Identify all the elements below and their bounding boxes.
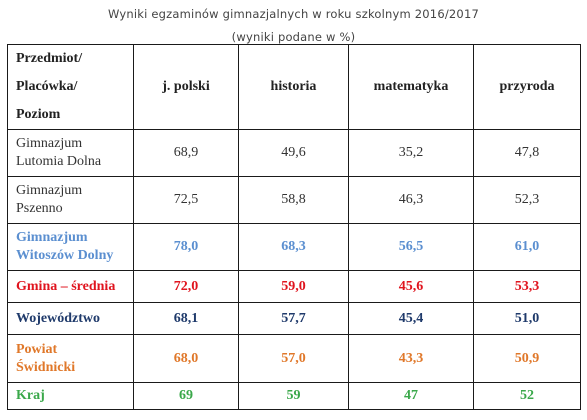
table-row: Gimnazjum Pszenno 72,5 58,8 46,3 52,3 [7, 176, 581, 224]
value-cell: 47 [348, 382, 474, 410]
page-subtitle: (wyniki podane w %) [231, 30, 356, 44]
table-row: Gmina – średnia 72,0 59,0 45,6 53,3 [7, 270, 581, 303]
row-label-line: Gimnazjum [16, 230, 88, 245]
value-cell: 57,7 [238, 302, 349, 335]
value-cell: 50,9 [473, 334, 581, 383]
value-cell: 53,3 [473, 270, 581, 303]
value-cell: 61,0 [473, 223, 581, 271]
results-table: Przedmiot/ Placówka/ Poziom j. polski hi… [7, 44, 581, 410]
row-label: Powiat Świdnicki [7, 334, 134, 383]
table-row: Powiat Świdnicki 68,0 57,0 43,3 50,9 [7, 334, 581, 383]
value-cell: 57,0 [238, 334, 349, 383]
value-cell: 69 [133, 382, 239, 410]
row-label-line: Województwo [16, 310, 100, 326]
page-title: Wyniki egzaminów gimnazjalnych w roku sz… [108, 7, 479, 21]
row-label-line: Witoszów Dolny [16, 248, 114, 263]
value-cell: 45,4 [348, 302, 474, 335]
value-cell: 68,9 [133, 129, 239, 177]
row-label-line: Lutomia Dolna [16, 154, 102, 169]
value-cell: 72,0 [133, 270, 239, 303]
table-row: Gimnazjum Lutomia Dolna 68,9 49,6 35,2 47… [7, 129, 581, 177]
value-cell: 58,8 [238, 176, 349, 224]
table-row: Kraj 69 59 47 52 [7, 382, 581, 410]
row-label-line: Gimnazjum [16, 136, 83, 151]
corner-line: Przedmiot/ [16, 51, 83, 66]
row-label: Województwo [7, 302, 134, 335]
value-cell: 78,0 [133, 223, 239, 271]
row-label-line: Kraj [16, 388, 45, 403]
row-label: Gmina – średnia [7, 270, 134, 303]
row-label-line: Świdnicki [16, 359, 76, 375]
header-corner-cell: Przedmiot/ Placówka/ Poziom [7, 44, 134, 130]
column-header: historia [238, 44, 349, 130]
value-cell: 68,1 [133, 302, 239, 335]
value-cell: 72,5 [133, 176, 239, 224]
table-row: Gimnazjum Witoszów Dolny 78,0 68,3 56,5 6… [7, 223, 581, 271]
column-header: przyroda [473, 44, 581, 130]
value-cell: 59,0 [238, 270, 349, 303]
column-header: j. polski [133, 44, 239, 130]
corner-line: Placówka/ [16, 79, 78, 94]
header-row: Przedmiot/ Placówka/ Poziom j. polski hi… [7, 44, 581, 130]
row-label: Kraj [7, 382, 134, 410]
value-cell: 52,3 [473, 176, 581, 224]
value-cell: 51,0 [473, 302, 581, 335]
row-label-line: Pszenno [16, 201, 63, 216]
row-label: Gimnazjum Lutomia Dolna [7, 129, 134, 177]
value-cell: 68,0 [133, 334, 239, 383]
table-row: Województwo 68,1 57,7 45,4 51,0 [7, 302, 581, 335]
row-label-line: Gimnazjum [16, 183, 83, 198]
row-label-line: Gmina – średnia [16, 278, 116, 294]
value-cell: 46,3 [348, 176, 474, 224]
value-cell: 43,3 [348, 334, 474, 383]
value-cell: 52 [473, 382, 581, 410]
value-cell: 35,2 [348, 129, 474, 177]
value-cell: 47,8 [473, 129, 581, 177]
row-label-line: Powiat [16, 341, 58, 357]
value-cell: 49,6 [238, 129, 349, 177]
value-cell: 59 [238, 382, 349, 410]
row-label: Gimnazjum Pszenno [7, 176, 134, 224]
value-cell: 56,5 [348, 223, 474, 271]
column-header: matematyka [348, 44, 474, 130]
corner-line: Poziom [16, 107, 61, 122]
value-cell: 45,6 [348, 270, 474, 303]
value-cell: 68,3 [238, 223, 349, 271]
row-label: Gimnazjum Witoszów Dolny [7, 223, 134, 271]
